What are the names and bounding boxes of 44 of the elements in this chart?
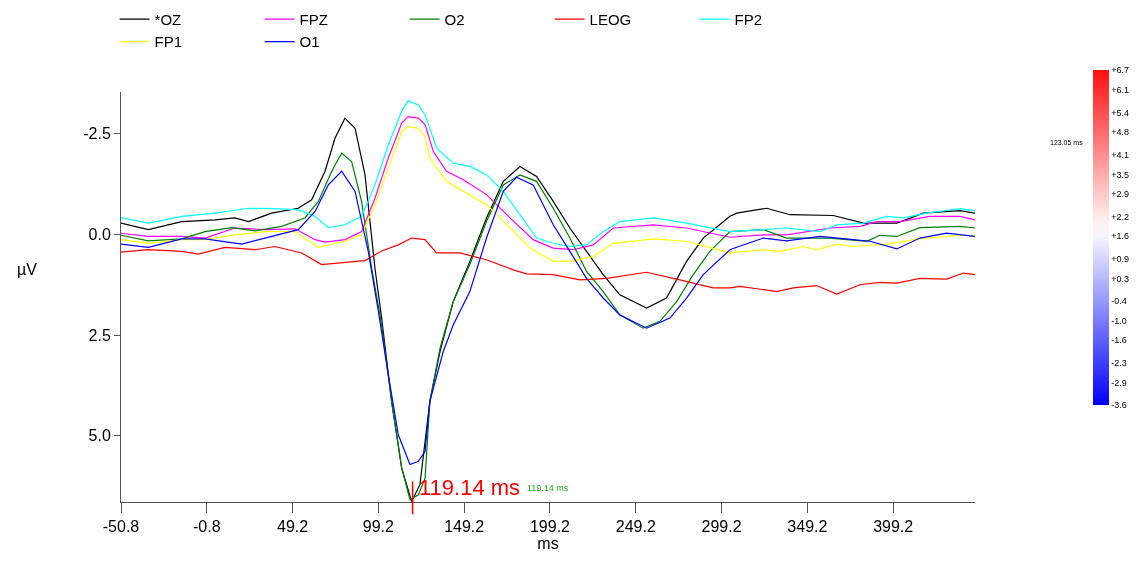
legend-label: LEOG — [589, 10, 632, 28]
color-bar-label: -2.3 — [1111, 358, 1127, 369]
legend-label: O2 — [444, 10, 465, 28]
legend-label: *OZ — [154, 10, 182, 28]
color-bar-label: +4.1 — [1111, 150, 1130, 161]
color-bar-label: +3.5 — [1111, 169, 1130, 180]
y-tick-label: -2.5 — [83, 125, 111, 143]
ref-line-label: 119.14 ms — [419, 475, 521, 500]
x-tick-label: 299.2 — [701, 518, 742, 536]
color-bar-label: +2.9 — [1111, 189, 1130, 200]
color-bar-label: +0.3 — [1111, 273, 1130, 284]
color-bar-label: +5.4 — [1111, 107, 1130, 118]
x-tick-label: -0.8 — [193, 518, 221, 536]
line-series — [121, 237, 975, 295]
x-tick-label: 49.2 — [277, 518, 309, 536]
color-bar-label: -1.0 — [1111, 315, 1127, 326]
legend-label: FP1 — [154, 33, 183, 51]
color-bar-label: +6.1 — [1111, 84, 1130, 95]
color-bar-label: +6.7 — [1111, 65, 1130, 76]
line-series — [121, 170, 975, 466]
x-tick-label: 99.2 — [362, 518, 395, 536]
legend-label: FP2 — [734, 10, 763, 28]
x-tick-label: 399.2 — [873, 518, 914, 536]
legend-label: FPZ — [299, 10, 328, 28]
x-tick-label: 199.2 — [529, 518, 571, 536]
color-bar-label: +1.6 — [1111, 231, 1130, 242]
color-bar-label: +0.9 — [1111, 254, 1130, 265]
color-bar-label: -2.9 — [1111, 377, 1127, 388]
color-bar-label: -1.6 — [1111, 335, 1127, 346]
x-tick-label: 149.2 — [444, 518, 485, 536]
x-tick-label: 349.2 — [787, 518, 828, 536]
y-axis-title: µV — [17, 261, 38, 278]
color-bar-label: +2.2 — [1111, 211, 1130, 222]
x-axis-title: ms — [537, 535, 559, 553]
y-tick-label: 0.0 — [88, 226, 111, 244]
color-bar-label: -0.4 — [1111, 296, 1127, 307]
x-tick-label: 249.2 — [615, 518, 656, 536]
x-tick-label: -50.8 — [102, 518, 140, 536]
legend-label: O1 — [299, 33, 320, 51]
y-tick-label: 2.5 — [88, 326, 111, 344]
y-tick-label: 5.0 — [88, 427, 111, 445]
color-bar-label: +4.8 — [1111, 127, 1130, 138]
annotation: 119.14 ms — [527, 483, 569, 493]
color-bar-label: -3.6 — [1111, 400, 1127, 411]
